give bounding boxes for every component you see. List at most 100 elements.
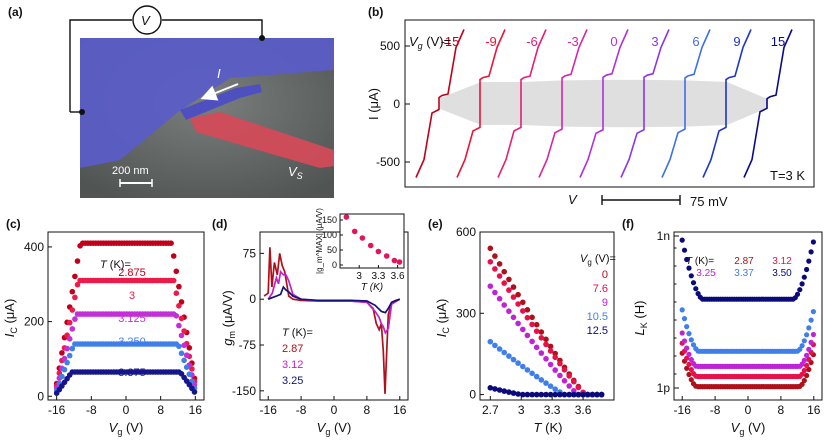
e-point-0	[543, 336, 549, 343]
e-point-2	[492, 289, 498, 296]
panel-f-label: (f)	[622, 217, 634, 231]
e-point-4	[571, 391, 577, 398]
f-point-4	[690, 280, 697, 286]
e-point-3	[492, 342, 498, 349]
e-point-2	[506, 308, 512, 315]
e-xticklabel-2: 3.3	[544, 403, 561, 417]
sem-nanowire	[180, 84, 262, 120]
e-point-1	[571, 378, 577, 385]
e-xlabel: T (K)	[534, 420, 563, 435]
vg-label--9: -9	[485, 34, 497, 49]
e-point-2	[496, 295, 503, 302]
f-legend-title: T (K)=	[686, 256, 714, 267]
d-inset-point	[359, 235, 366, 241]
e-point-0	[533, 321, 540, 328]
e-point-1	[487, 259, 494, 265]
c-point-2	[183, 352, 190, 359]
e-point-0	[520, 299, 526, 306]
e-data-points	[487, 245, 605, 398]
e-point-1	[547, 348, 554, 354]
e-point-2	[520, 326, 526, 333]
c-ticks: -16 -8 0 8 16 0 200 400	[24, 240, 202, 417]
e-xticklabel-3: 3.6	[575, 403, 592, 417]
f-point-4	[808, 249, 814, 255]
d-legend: 2.87 3.12 3.25	[282, 343, 303, 387]
f-point-4	[688, 273, 694, 279]
c-xticklabel-2: 0	[123, 403, 130, 417]
d-inset-xticklabel-1: 3.3	[371, 271, 385, 282]
e-point-1	[492, 266, 498, 272]
c-point-3	[64, 359, 70, 366]
e-point-2	[561, 378, 568, 384]
iv-curve-vg--9	[456, 29, 506, 178]
voltmeter-label: V	[141, 13, 151, 28]
c-point-1	[66, 319, 73, 326]
e-point-0	[547, 343, 554, 350]
c-point-0	[74, 258, 81, 264]
e-point-3	[506, 353, 512, 359]
e-point-3	[547, 383, 554, 390]
f-point-1	[688, 367, 694, 373]
f-point-4	[681, 247, 688, 253]
circuit-wire-right	[162, 19, 263, 38]
c-legend-title: T (K)=	[100, 259, 131, 271]
vg-label-9: 9	[733, 34, 740, 49]
e-point-4	[552, 391, 558, 398]
supercurrent-band	[440, 79, 768, 128]
f-point-3	[808, 317, 814, 323]
d-inset-xticklabel-0: 3	[356, 271, 362, 282]
f-xlabel: Vg (V)	[731, 420, 766, 437]
e-point-1	[533, 328, 540, 335]
d-inset-point	[351, 228, 358, 235]
e-yticklabel-1: 300	[456, 306, 476, 320]
c-point-3	[181, 357, 187, 364]
d-yticklabel-3: -150	[232, 384, 256, 398]
e-point-4	[524, 391, 531, 398]
d-yticklabel-1: 0	[249, 292, 256, 306]
c-point-0	[69, 288, 76, 295]
c-point-2	[178, 332, 185, 339]
e-point-2	[501, 302, 508, 308]
c-xlabel: Vg (V)	[109, 420, 144, 437]
scale-bar-label: 200 nm	[112, 165, 149, 177]
vg-label-prefix: Vg (V)=	[409, 34, 451, 51]
d-legend-3.25: 3.25	[282, 375, 303, 387]
contact-dot-right	[259, 35, 265, 41]
f-point-3	[806, 325, 812, 331]
e-point-1	[543, 341, 549, 348]
panel-c-label: (c)	[6, 217, 21, 231]
e-legend-title: Vg (V)=	[580, 253, 616, 267]
e-point-3	[538, 377, 545, 383]
f-point-2	[806, 346, 812, 352]
e-point-1	[496, 273, 503, 279]
d-inset-point	[396, 259, 403, 265]
panel-e-frame	[479, 231, 615, 401]
e-point-1	[515, 301, 521, 307]
e-point-1	[520, 308, 526, 314]
f-point-4	[686, 265, 692, 271]
e-point-0	[501, 268, 508, 275]
e-xticklabel-0: 2.7	[482, 403, 499, 417]
e-point-1	[538, 335, 545, 341]
c-legend-2.875: 2.875	[118, 267, 146, 279]
c-point-3	[183, 364, 190, 371]
f-legend-3.37: 3.37	[734, 268, 754, 279]
d-xticklabel-4: 16	[393, 403, 407, 417]
c-point-0	[72, 273, 78, 280]
f-point-2	[681, 338, 688, 344]
f-legend: 2.87 3.12 3.25 3.37 3.50	[696, 256, 792, 279]
e-yticklabel-2: 600	[456, 225, 476, 239]
f-point-0	[686, 371, 692, 378]
f-point-1	[804, 362, 810, 369]
e-point-2	[529, 338, 535, 345]
e-yticklabel-0: 0	[469, 388, 476, 402]
f-xticklabel-3: 8	[778, 403, 785, 417]
c-xticklabel-0: -16	[48, 403, 66, 417]
e-point-4	[529, 391, 535, 398]
e-point-4	[496, 387, 503, 393]
c-xticklabel-1: -8	[86, 403, 97, 417]
panel-d-label: (d)	[212, 217, 227, 231]
c-point-0	[173, 268, 180, 275]
f-xticklabel-2: 0	[745, 403, 752, 417]
c-point-1	[181, 328, 187, 334]
